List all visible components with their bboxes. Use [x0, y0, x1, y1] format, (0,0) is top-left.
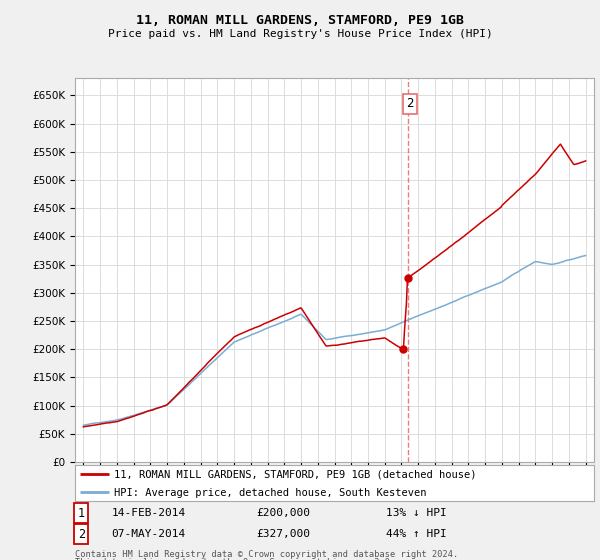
Text: This data is licensed under the Open Government Licence v3.0.: This data is licensed under the Open Gov… [75, 558, 395, 560]
Text: £327,000: £327,000 [257, 529, 311, 539]
Text: HPI: Average price, detached house, South Kesteven: HPI: Average price, detached house, Sout… [114, 488, 427, 498]
Text: Contains HM Land Registry data © Crown copyright and database right 2024.: Contains HM Land Registry data © Crown c… [75, 550, 458, 559]
Text: 44% ↑ HPI: 44% ↑ HPI [386, 529, 447, 539]
Text: 14-FEB-2014: 14-FEB-2014 [112, 508, 185, 518]
Text: 1: 1 [77, 507, 85, 520]
Text: Price paid vs. HM Land Registry's House Price Index (HPI): Price paid vs. HM Land Registry's House … [107, 29, 493, 39]
Text: 11, ROMAN MILL GARDENS, STAMFORD, PE9 1GB: 11, ROMAN MILL GARDENS, STAMFORD, PE9 1G… [136, 14, 464, 27]
Text: £200,000: £200,000 [257, 508, 311, 518]
Text: 2: 2 [406, 97, 414, 110]
Text: 13% ↓ HPI: 13% ↓ HPI [386, 508, 447, 518]
Text: 2: 2 [77, 528, 85, 541]
Text: 07-MAY-2014: 07-MAY-2014 [112, 529, 185, 539]
Text: 11, ROMAN MILL GARDENS, STAMFORD, PE9 1GB (detached house): 11, ROMAN MILL GARDENS, STAMFORD, PE9 1G… [114, 470, 476, 480]
